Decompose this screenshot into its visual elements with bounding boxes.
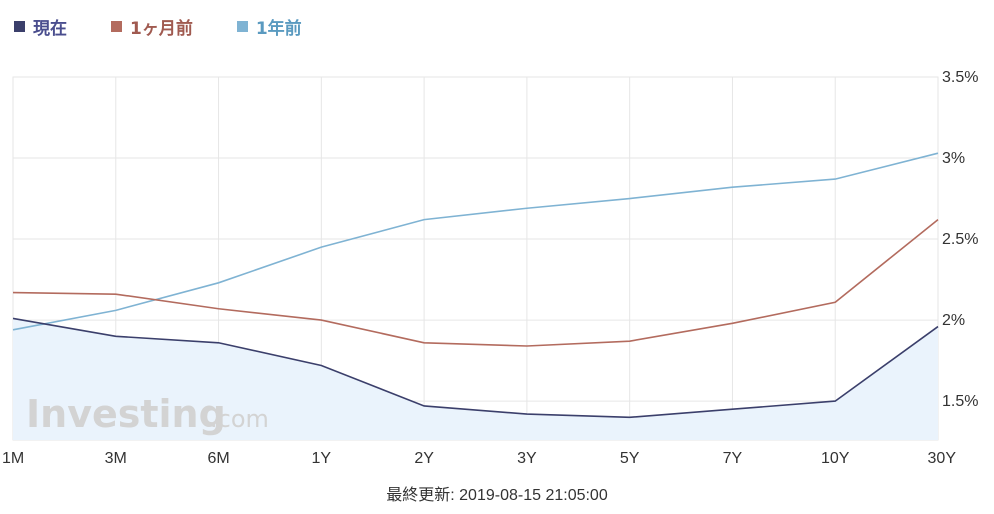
y-tick-label: 2% <box>942 312 965 329</box>
investing-watermark: Investing .com <box>26 392 269 436</box>
x-tick-label: 3M <box>105 450 127 467</box>
legend-item-2[interactable]: 1年前 <box>236 14 302 39</box>
x-tick-label: 10Y <box>821 450 850 467</box>
legend-label: 現在 <box>33 18 67 39</box>
x-tick-label: 1Y <box>312 450 332 467</box>
x-axis-labels: 1M 3M 6M 1Y 2Y 3Y 5Y 7Y 10Y 30Y <box>2 450 956 467</box>
x-tick-label: 7Y <box>723 450 743 467</box>
series-lines <box>12 152 939 419</box>
chart-legend: 現在 1ヶ月前 1年前 <box>14 12 346 40</box>
x-tick-label: 1M <box>2 450 24 467</box>
watermark-brand: Investing <box>26 392 226 436</box>
y-tick-label: 1.5% <box>942 393 978 410</box>
y-tick-label: 3% <box>942 150 965 167</box>
series-line-2 <box>12 152 939 331</box>
x-tick-label: 6M <box>207 450 229 467</box>
x-tick-label: 2Y <box>414 450 434 467</box>
last-updated-text: 最終更新: 2019-08-15 21:05:00 <box>386 487 608 504</box>
legend-swatch <box>14 20 25 32</box>
legend-swatch <box>111 20 122 32</box>
y-tick-label: 3.5% <box>942 69 978 86</box>
series-line-0 <box>12 317 939 419</box>
x-tick-label: 30Y <box>928 450 957 467</box>
watermark-suffix: .com <box>210 405 269 433</box>
legend-swatch <box>236 20 248 32</box>
legend-label: 1ヶ月前 <box>130 18 193 39</box>
legend-item-0[interactable]: 現在 <box>14 14 67 39</box>
x-tick-label: 3Y <box>517 450 537 467</box>
x-tick-label: 5Y <box>620 450 640 467</box>
y-axis-labels: 1.5% 2% 2.5% 3% 3.5% <box>942 69 978 410</box>
series-line-1 <box>12 218 939 347</box>
y-tick-label: 2.5% <box>942 231 978 248</box>
legend-label: 1年前 <box>255 18 302 39</box>
legend-item-1[interactable]: 1ヶ月前 <box>111 14 193 39</box>
